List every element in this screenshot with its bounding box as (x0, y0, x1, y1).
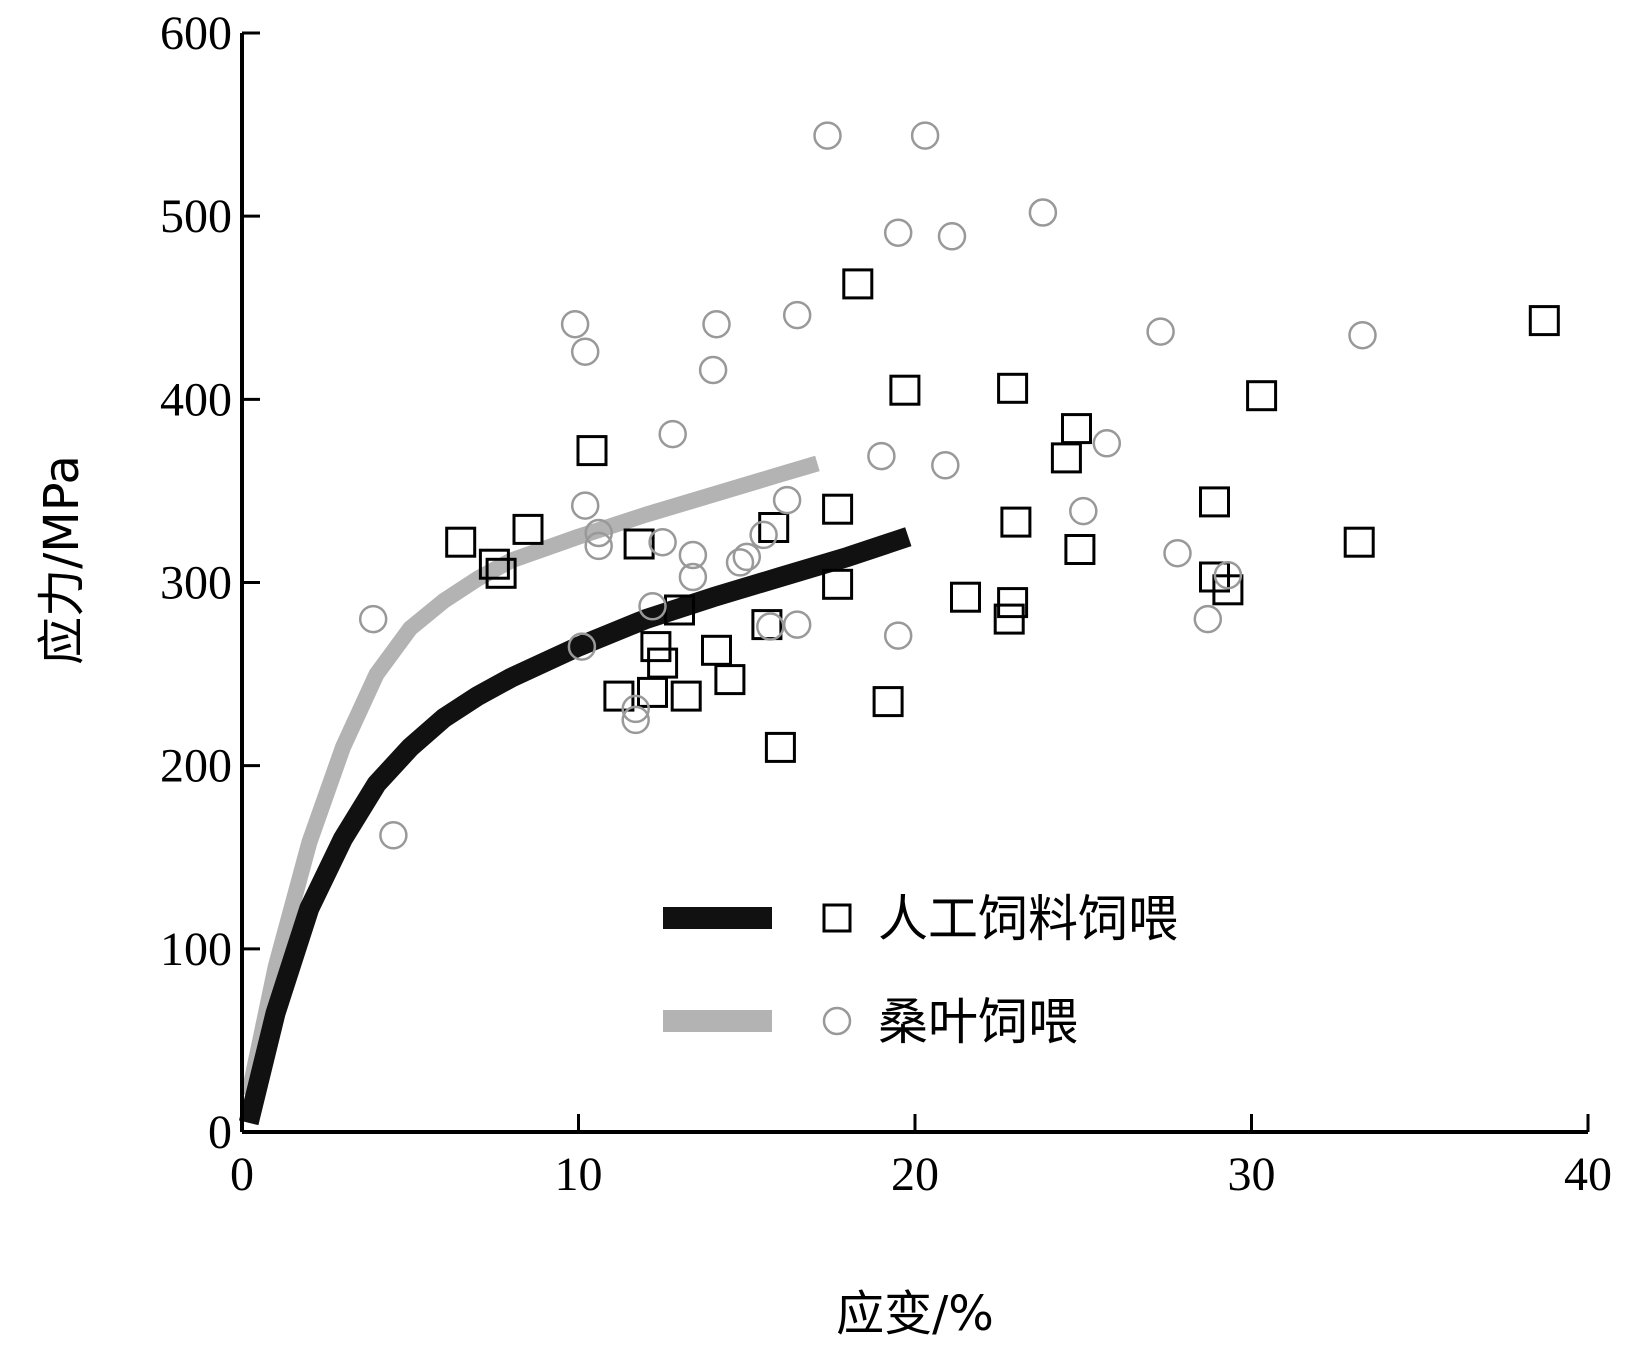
legend-label: 人工饲料饲喂 (878, 890, 1178, 948)
fit-curve-mulberry-leaf (240, 455, 820, 1098)
data-point-circle (883, 218, 913, 247)
data-point-square (512, 513, 544, 545)
data-point-square (950, 581, 981, 613)
data-point-circle (621, 694, 650, 724)
data-point-circle (1348, 320, 1377, 350)
y-tick-label: 200 (160, 740, 232, 793)
data-point-square (478, 548, 510, 580)
axes (240, 33, 1588, 1134)
fit-curves (238, 455, 912, 1126)
data-point-circle (584, 518, 613, 548)
data-point-square (485, 557, 517, 589)
data-point-circle (567, 632, 597, 661)
data-point-square (1246, 380, 1278, 412)
data-point-circle (1163, 538, 1192, 568)
data-point-square (1061, 413, 1092, 445)
data-point-circle (749, 520, 778, 550)
data-point-square (872, 686, 904, 718)
data-point-square (1050, 442, 1082, 474)
data-point-circle (756, 612, 785, 641)
data-point-square (637, 676, 668, 708)
data-point-square (1528, 305, 1560, 337)
y-tick-label: 400 (160, 373, 232, 426)
x-tick-label: 20 (891, 1148, 939, 1201)
data-point-circle (867, 441, 896, 471)
data-point-circle (782, 610, 812, 639)
data-point-circle (638, 592, 667, 621)
data-point-square (997, 372, 1029, 404)
data-point-square (640, 631, 672, 663)
x-axis-title: 应变/% (836, 1286, 994, 1342)
data-point-square (822, 493, 854, 525)
data-point-circle (584, 531, 613, 561)
x-tick-label: 30 (1228, 1148, 1276, 1201)
data-markers (358, 121, 1560, 850)
data-point-circle (1092, 429, 1122, 458)
data-point-circle (1028, 198, 1058, 227)
y-tick-label: 300 (160, 557, 232, 610)
y-tick-label: 600 (160, 7, 232, 60)
data-point-circle (621, 705, 650, 735)
data-point-circle (883, 621, 913, 650)
data-point-square (842, 268, 874, 300)
data-point-circle (1069, 496, 1098, 526)
fit-curve-artificial-diet (238, 527, 912, 1126)
data-point-circle (648, 527, 677, 557)
x-tick-label: 10 (555, 1148, 603, 1201)
data-point-square (993, 603, 1025, 635)
data-point-circle (931, 451, 960, 480)
data-point-circle (702, 309, 731, 339)
x-tick-label: 40 (1564, 1148, 1612, 1201)
data-point-square (714, 664, 746, 696)
data-point-circle (358, 604, 388, 634)
data-point-circle (379, 821, 408, 850)
data-point-square (764, 731, 796, 763)
data-point-circle (1213, 560, 1243, 590)
data-point-square (997, 587, 1029, 619)
y-tick-label: 0 (208, 1106, 232, 1159)
data-point-circle (570, 491, 600, 520)
axis-ticks (240, 31, 1590, 1134)
data-point-square (1212, 574, 1244, 606)
data-point-circle (658, 419, 687, 449)
data-point-circle (910, 121, 940, 150)
data-point-circle (1193, 604, 1223, 634)
legend-circle-marker (822, 1006, 852, 1036)
data-point-square (647, 647, 679, 679)
data-point-square (603, 680, 635, 712)
data-point-circle (570, 337, 600, 366)
data-point-square (822, 568, 854, 600)
data-point-square (701, 634, 732, 666)
data-point-square (1064, 534, 1096, 565)
legend-label: 桑叶饲喂 (878, 993, 1078, 1051)
data-point-circle (937, 222, 967, 251)
data-point-circle (1146, 317, 1175, 346)
data-point-square (1199, 486, 1230, 518)
data-point-square (670, 680, 702, 712)
y-tick-label: 100 (160, 923, 232, 976)
data-point-circle (732, 542, 762, 572)
data-point-circle (782, 300, 812, 330)
data-point-circle (560, 309, 590, 339)
data-point-circle (725, 548, 755, 577)
data-point-circle (678, 562, 708, 592)
data-point-circle (813, 121, 842, 150)
data-point-square (1343, 526, 1375, 558)
data-point-square (889, 374, 921, 406)
data-point-square (576, 435, 608, 467)
data-point-square (623, 528, 655, 560)
y-tick-label: 500 (160, 190, 232, 243)
axis-tick-labels: 0 100 200 300 400 500 600 0 10 20 30 40 (160, 7, 1612, 1201)
legend-square-marker (822, 903, 852, 933)
data-point-circle (698, 355, 728, 385)
data-point-circle (772, 485, 802, 515)
y-axis-title: 应力/MPa (34, 455, 90, 665)
data-point-square (1000, 506, 1032, 538)
x-tick-label: 0 (230, 1148, 254, 1201)
data-point-square (445, 526, 477, 558)
data-point-circle (678, 540, 708, 570)
